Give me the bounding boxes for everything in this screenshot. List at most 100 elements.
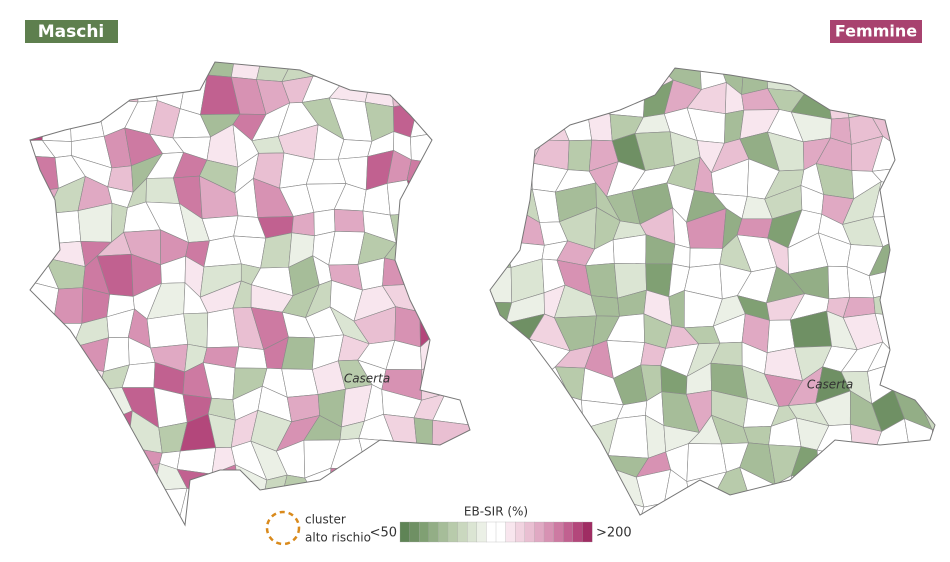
municipality	[827, 265, 850, 300]
municipality	[538, 447, 567, 483]
panel-label: Femmine	[835, 22, 917, 41]
municipality	[491, 543, 522, 562]
municipality	[766, 500, 802, 515]
municipality	[893, 352, 929, 372]
municipality	[42, 410, 82, 448]
municipality	[928, 68, 935, 87]
municipality	[30, 409, 48, 443]
municipality	[796, 492, 833, 515]
municipality	[896, 523, 929, 556]
municipality	[582, 68, 621, 91]
municipality	[69, 98, 105, 142]
municipality	[586, 467, 612, 503]
municipality	[354, 469, 389, 498]
map-femmine	[490, 68, 950, 557]
municipality	[68, 75, 102, 106]
scale-swatch	[495, 521, 507, 543]
municipality	[386, 179, 419, 216]
scale-swatch	[467, 521, 478, 543]
color-scale	[399, 521, 593, 543]
municipality	[559, 85, 591, 119]
scale-swatch	[486, 521, 497, 543]
municipality	[542, 109, 570, 141]
municipality	[490, 267, 513, 303]
municipality	[555, 448, 588, 483]
municipality	[176, 547, 212, 562]
municipality	[462, 210, 470, 246]
scale-swatch	[447, 521, 459, 543]
municipality	[945, 82, 950, 120]
municipality	[42, 442, 84, 476]
municipality	[921, 109, 935, 138]
municipality	[176, 527, 214, 555]
municipality	[586, 77, 621, 115]
municipality	[819, 477, 851, 507]
municipality	[816, 449, 854, 480]
municipality	[152, 62, 188, 90]
municipality	[391, 62, 416, 85]
municipality	[431, 449, 470, 466]
municipality	[75, 418, 106, 448]
municipality	[333, 208, 365, 233]
scale-swatch	[428, 521, 439, 543]
municipality	[461, 106, 470, 135]
municipality	[127, 540, 163, 562]
municipality	[30, 76, 45, 115]
municipality	[504, 68, 544, 94]
municipality	[381, 471, 415, 501]
municipality	[444, 192, 470, 221]
scale-swatch	[399, 521, 411, 543]
municipality	[926, 159, 935, 184]
municipality	[432, 280, 470, 323]
municipality	[486, 107, 516, 135]
municipality	[126, 531, 159, 546]
municipality	[358, 438, 395, 481]
municipality	[432, 254, 470, 292]
municipality	[899, 236, 929, 274]
municipality	[492, 178, 527, 220]
municipality	[921, 266, 935, 299]
municipality	[50, 487, 79, 525]
municipality	[487, 359, 525, 396]
municipality	[751, 502, 774, 515]
municipality	[102, 410, 133, 448]
municipality	[486, 78, 516, 114]
municipality	[866, 523, 910, 550]
municipality	[927, 208, 935, 250]
municipality	[45, 345, 77, 369]
municipality	[101, 461, 123, 500]
municipality	[69, 545, 107, 562]
cluster-icon	[265, 510, 301, 546]
municipality	[490, 208, 518, 242]
municipality	[30, 520, 54, 525]
municipality	[460, 62, 470, 79]
municipality	[30, 202, 49, 245]
municipality	[30, 487, 53, 522]
map-outline	[489, 67, 936, 516]
municipality	[893, 109, 931, 145]
municipality	[503, 395, 543, 431]
municipality	[869, 76, 908, 115]
municipality	[496, 468, 528, 504]
scale-swatch	[515, 521, 526, 543]
municipality	[492, 51, 527, 79]
municipality	[866, 495, 907, 515]
municipality	[554, 68, 591, 91]
municipality	[557, 396, 584, 431]
municipality	[412, 62, 450, 85]
municipality	[77, 461, 109, 504]
municipality	[329, 467, 368, 498]
municipality	[504, 81, 544, 118]
municipality	[77, 62, 102, 82]
municipality	[870, 469, 907, 507]
municipality	[102, 445, 129, 474]
municipality	[460, 153, 470, 194]
municipality	[490, 451, 511, 483]
municipality	[95, 545, 132, 562]
municipality	[588, 497, 621, 515]
municipality	[637, 527, 674, 557]
scale-swatch	[534, 521, 545, 543]
municipality	[553, 470, 590, 503]
municipality	[435, 463, 470, 502]
municipality	[259, 516, 286, 525]
